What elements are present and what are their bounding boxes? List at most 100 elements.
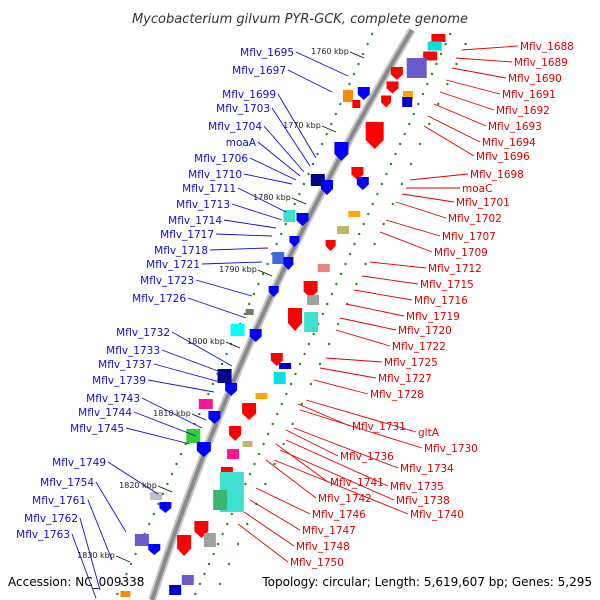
- gene-label-left: Mflv_1713: [176, 199, 230, 211]
- leader-line-right: [293, 427, 399, 469]
- track-dot: [376, 192, 379, 196]
- leader-line-right: [297, 403, 351, 427]
- gene-label-right: Mflv_1730: [424, 443, 478, 455]
- leader-line-left: [271, 107, 311, 167]
- gene-arrow: [351, 167, 364, 180]
- leader-line-left: [237, 187, 287, 213]
- gene-label-right: gltA: [418, 427, 440, 439]
- leader-line-right: [409, 173, 469, 181]
- leader-line-left: [161, 349, 227, 375]
- gene-label-right: Mflv_1709: [434, 247, 488, 259]
- leader-line-right: [451, 67, 507, 79]
- gene-label-right: Mflv_1690: [508, 73, 562, 85]
- track-dot: [435, 62, 438, 66]
- leader-line-right: [439, 91, 495, 111]
- leader-line-right: [255, 487, 311, 515]
- leader-line-left: [125, 427, 191, 445]
- track-dot: [284, 222, 287, 226]
- leader-line-left: [295, 51, 349, 77]
- gene-label-right: Mflv_1702: [448, 213, 502, 225]
- kbp-label: 1810 kbp: [153, 409, 191, 418]
- gene-label-left: Mflv_1749: [52, 457, 106, 469]
- track-dot: [449, 32, 452, 36]
- gene-label-right: Mflv_1698: [470, 169, 524, 181]
- gene-label-right: Mflv_1750: [290, 557, 344, 569]
- track-dot: [198, 412, 201, 416]
- gene-label-right: Mflv_1701: [456, 197, 510, 209]
- track-dot: [334, 112, 337, 116]
- leader-line-right: [279, 449, 395, 501]
- gene-arrow: [386, 81, 399, 94]
- track-dot: [280, 232, 283, 236]
- track-dot: [318, 362, 322, 366]
- kbp-markers: 1760 kbp 1770 kbp 1780 kbp 1790 kbp 1800 kbp…: [77, 47, 365, 563]
- backbone-line: [150, 28, 414, 600]
- gene-label-left: Mflv_1733: [106, 345, 160, 357]
- track-dot: [280, 402, 283, 406]
- kbp-tick: [257, 269, 273, 277]
- leader-line-right: [249, 499, 301, 531]
- leader-line-left: [141, 397, 203, 429]
- leader-line-right: [237, 523, 289, 563]
- track-dot: [312, 332, 315, 336]
- track-dot: [358, 232, 361, 236]
- gene-label-right: Mflv_1735: [390, 481, 444, 493]
- topology-text: Topology: circular; Length: 5,619,607 bp…: [261, 575, 592, 589]
- track-dot: [194, 592, 197, 596]
- track-dot: [261, 272, 265, 276]
- leader-line-right: [299, 409, 423, 449]
- leader-line-left: [277, 93, 317, 159]
- gene-label-left: Mflv_1726: [132, 293, 186, 305]
- track-dot: [129, 562, 133, 566]
- track-dot: [303, 352, 306, 356]
- kbp-tick: [191, 413, 207, 421]
- track-dot: [221, 532, 224, 536]
- leader-line-left: [87, 499, 113, 561]
- track-dot: [116, 592, 119, 596]
- track-dot: [198, 582, 202, 586]
- leader-line-right: [455, 57, 513, 63]
- track-dot: [421, 92, 425, 96]
- leader-line-right: [335, 329, 391, 347]
- gene-label-left: moaA: [226, 137, 257, 149]
- track-dot: [389, 162, 393, 166]
- leader-line-right: [319, 367, 377, 379]
- track-dot: [161, 492, 165, 496]
- gene-label-left: Mflv_1743: [86, 393, 140, 405]
- gene-label-right: Mflv_1731: [352, 421, 406, 433]
- track-dot: [294, 372, 297, 376]
- gene-block: [217, 369, 232, 383]
- gene-label-right: Mflv_1694: [482, 137, 536, 149]
- gene-label-left: Mflv_1761: [32, 495, 86, 507]
- track-dot: [321, 312, 324, 316]
- leader-line-left: [153, 363, 221, 383]
- track-dot: [400, 182, 404, 186]
- track-dot: [352, 72, 356, 76]
- track-dot: [380, 182, 384, 186]
- gene-block: [273, 372, 286, 384]
- track-dot: [364, 262, 367, 266]
- leader-line-left: [215, 233, 273, 237]
- gene-label-left: Mflv_1754: [40, 477, 94, 489]
- track-dot: [120, 582, 124, 586]
- kbp-label: 1780 kbp: [253, 193, 291, 202]
- leader-line-right: [427, 115, 481, 143]
- gene-block: [406, 58, 427, 78]
- track-dot: [362, 222, 365, 226]
- track-dot: [437, 102, 440, 106]
- gene-block: [186, 429, 201, 443]
- kbp-label: 1830 kbp: [77, 551, 115, 560]
- gene-label-right: Mflv_1747: [302, 525, 356, 537]
- gene-block: [403, 91, 413, 101]
- track-dot: [311, 162, 315, 166]
- gene-label-right: Mflv_1741: [330, 477, 384, 489]
- leader-line-right: [265, 459, 317, 499]
- track-dot: [246, 522, 249, 526]
- gene-block: [427, 41, 442, 51]
- gene-block: [134, 534, 149, 546]
- gene-arrow: [296, 213, 309, 226]
- track-dot: [203, 572, 206, 576]
- leader-line-left: [71, 533, 97, 599]
- track-dot: [309, 382, 313, 386]
- gene-arrow: [325, 240, 336, 251]
